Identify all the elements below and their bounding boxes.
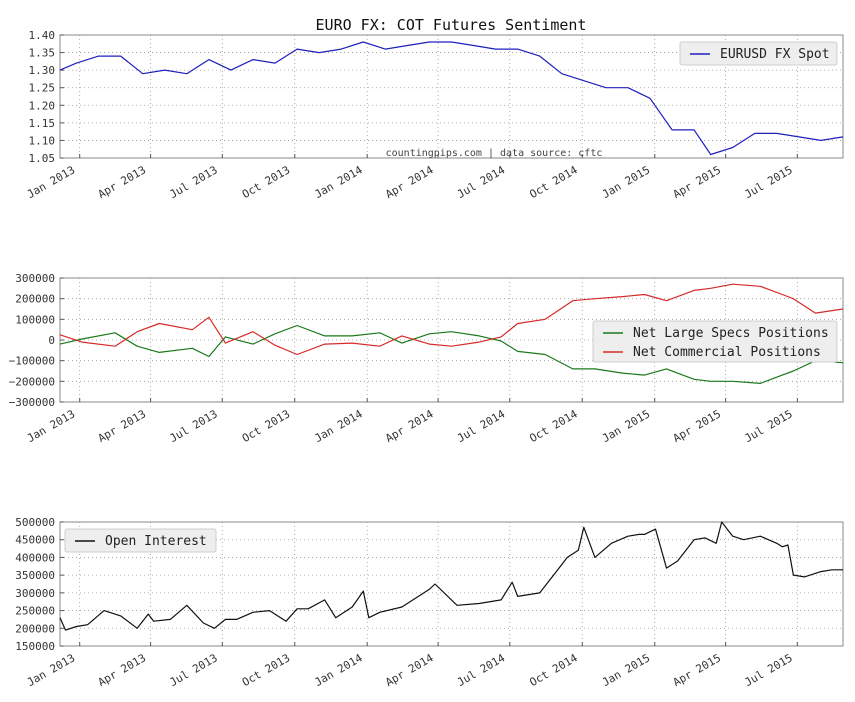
x-tick-label: Oct 2013 [240, 407, 292, 445]
x-tick-label: Jul 2013 [167, 651, 219, 689]
x-tick-label: Apr 2013 [96, 651, 148, 689]
x-tick-label: Jul 2013 [167, 163, 219, 201]
y-tick-label: 350000 [15, 569, 55, 582]
y-tick-label: 1.25 [29, 82, 56, 95]
x-tick-label: Jan 2013 [25, 163, 77, 201]
x-tick-label: Oct 2014 [527, 163, 580, 201]
y-tick-label: 1.40 [29, 29, 56, 42]
y-tick-label: 250000 [15, 605, 55, 618]
x-tick-label: Jan 2013 [25, 651, 77, 689]
y-tick-label: 400000 [15, 551, 55, 564]
x-tick-label: Oct 2013 [240, 163, 292, 201]
y-tick-label: 200000 [15, 293, 55, 306]
x-tick-label: Jan 2014 [312, 407, 365, 445]
legend-label: Open Interest [105, 534, 207, 549]
legend-box [679, 41, 838, 66]
series-line-net-large-specs-positions [59, 324, 844, 384]
legend: Open Interest [64, 528, 217, 553]
y-tick-label: 150000 [15, 640, 55, 653]
x-tick-label: Apr 2015 [671, 651, 723, 689]
y-tick-label: 1.35 [29, 47, 56, 60]
x-tick-label: Apr 2014 [383, 407, 436, 445]
series-line-eurusd-fx-spot [59, 41, 844, 156]
y-tick-label: 100000 [15, 313, 55, 326]
y-tick-label: −200000 [9, 375, 55, 388]
legend: Net Large Specs Positions Net Commercial … [592, 320, 838, 363]
y-tick-label: 1.15 [29, 117, 56, 130]
legend-label: EURUSD FX Spot [720, 47, 830, 62]
y-tick-label: 450000 [15, 534, 55, 547]
y-tick-label: −300000 [9, 396, 55, 409]
panel-open-interest: 150000 200000 250000 300000 350000 400000 4500… [15, 516, 844, 689]
y-tick-label: 300000 [15, 587, 55, 600]
x-tick-label: Jul 2014 [455, 651, 508, 689]
y-tick-label: 1.05 [29, 152, 56, 165]
x-tick-label: Jan 2015 [600, 407, 652, 445]
x-tick-label: Jan 2015 [600, 163, 652, 201]
x-tick-label: Jul 2015 [742, 651, 794, 689]
x-tick-label: Jan 2015 [600, 651, 652, 689]
x-tick-label: Jul 2014 [455, 163, 508, 201]
y-tick-label: −100000 [9, 355, 55, 368]
series-line-net-commercial-positions [59, 283, 844, 356]
figure-title: EURO FX: COT Futures Sentiment [316, 16, 587, 34]
panel-eurusd-spot: 1.05 1.10 1.15 1.20 1.25 1.30 1.35 1.40 Jan 2013… [25, 29, 844, 201]
x-tick-label: Apr 2014 [383, 163, 436, 201]
panel-net-positions: −300000 −200000 −100000 0 100000 200000 300000… [9, 272, 844, 445]
y-tick-label: 1.20 [29, 99, 56, 112]
x-tick-label: Jul 2015 [742, 163, 794, 201]
y-tick-label: 500000 [15, 516, 55, 529]
x-tick-label: Apr 2015 [671, 163, 723, 201]
x-tick-label: Jan 2014 [312, 651, 365, 689]
x-tick-label: Oct 2014 [527, 651, 580, 689]
x-tick-label: Jul 2014 [455, 407, 508, 445]
y-tick-label: 1.30 [29, 64, 56, 77]
x-tick-label: Jan 2014 [312, 163, 365, 201]
x-tick-label: Apr 2014 [383, 651, 436, 689]
y-tick-label: 300000 [15, 272, 55, 285]
x-tick-label: Apr 2013 [96, 407, 148, 445]
series-line-open-interest [59, 521, 843, 631]
y-tick-label: 1.10 [29, 134, 56, 147]
source-annotation: countingpips.com | data source: cftc [386, 148, 603, 159]
legend-box [592, 320, 838, 363]
legend: EURUSD FX Spot [679, 41, 838, 66]
x-tick-label: Jul 2015 [742, 407, 794, 445]
x-tick-label: Oct 2013 [240, 651, 292, 689]
x-tick-label: Jul 2013 [167, 407, 219, 445]
x-tick-label: Jan 2013 [25, 407, 77, 445]
y-tick-label: 200000 [15, 622, 55, 635]
legend-label: Net Large Specs Positions [633, 326, 829, 341]
x-tick-label: Oct 2014 [527, 407, 580, 445]
x-tick-label: Apr 2013 [96, 163, 148, 201]
x-tick-label: Apr 2015 [671, 407, 723, 445]
legend-label: Net Commercial Positions [633, 345, 821, 360]
legend-box [64, 528, 217, 553]
y-tick-label: 0 [48, 334, 55, 347]
